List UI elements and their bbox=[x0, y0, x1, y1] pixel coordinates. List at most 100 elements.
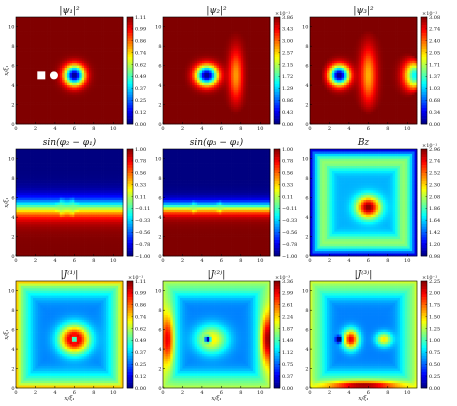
heatmap-cell bbox=[235, 19, 239, 23]
heatmap-cell bbox=[177, 89, 181, 93]
heatmap-cell bbox=[243, 63, 247, 66]
heatmap-cell bbox=[118, 119, 121, 122]
heatmap-cell bbox=[387, 19, 391, 23]
heatmap-cell bbox=[199, 114, 203, 118]
colorbar-step bbox=[127, 59, 133, 63]
heatmap-cell bbox=[180, 87, 183, 91]
heatmap-cell bbox=[385, 29, 389, 32]
heatmap-cell bbox=[16, 51, 19, 54]
heatmap-cell bbox=[23, 72, 27, 76]
heatmap-cell bbox=[93, 58, 97, 62]
heatmap-cell bbox=[98, 38, 102, 42]
heatmap-cell bbox=[341, 53, 345, 57]
heatmap-cell bbox=[235, 77, 239, 81]
heatmap-cell bbox=[206, 121, 210, 125]
heatmap-cell bbox=[180, 97, 183, 101]
heatmap-cell bbox=[250, 97, 254, 101]
heatmap-cell bbox=[177, 60, 181, 64]
heatmap-cell bbox=[204, 26, 208, 30]
heatmap-cell bbox=[74, 51, 78, 54]
heatmap-cell bbox=[86, 85, 90, 88]
x-tick-label: 4 bbox=[200, 126, 203, 132]
heatmap-cell bbox=[192, 19, 195, 23]
heatmap-cell bbox=[110, 19, 114, 23]
heatmap-cell bbox=[189, 34, 193, 37]
heatmap-cell bbox=[250, 80, 254, 84]
heatmap-cell bbox=[363, 63, 367, 66]
heatmap-cell bbox=[218, 99, 222, 103]
heatmap-cell bbox=[387, 34, 391, 37]
heatmap-cell bbox=[365, 65, 369, 69]
heatmap-cell bbox=[45, 38, 48, 42]
heatmap-cell bbox=[16, 82, 19, 86]
heatmap-cell bbox=[399, 46, 403, 49]
heatmap-cell bbox=[243, 92, 247, 96]
heatmap-cell bbox=[184, 46, 188, 49]
heatmap-cell bbox=[74, 97, 78, 101]
heatmap-cell bbox=[370, 41, 374, 45]
heatmap-cell bbox=[108, 85, 112, 88]
heatmap-cell bbox=[361, 24, 364, 28]
heatmap-cell bbox=[231, 46, 234, 49]
heatmap-cell bbox=[339, 53, 342, 57]
heatmap-cell bbox=[118, 87, 121, 91]
heatmap-cell bbox=[62, 85, 65, 88]
heatmap-cell bbox=[192, 41, 195, 45]
heatmap-cell bbox=[353, 63, 357, 66]
heatmap-cell bbox=[64, 114, 68, 118]
heatmap-cell bbox=[409, 51, 413, 54]
heatmap-cell bbox=[57, 55, 61, 59]
heatmap-cell bbox=[243, 46, 247, 49]
heatmap-cell bbox=[37, 82, 41, 86]
heatmap-cell bbox=[189, 72, 193, 76]
heatmap-cell bbox=[378, 63, 381, 66]
heatmap-cell bbox=[197, 46, 200, 49]
heatmap-cell bbox=[18, 53, 22, 57]
heatmap-cell bbox=[187, 26, 191, 30]
heatmap-cell bbox=[218, 26, 222, 30]
heatmap-cell bbox=[216, 43, 220, 47]
heatmap-cell bbox=[250, 31, 254, 35]
heatmap-cell bbox=[245, 104, 249, 108]
heatmap-cell bbox=[182, 43, 186, 47]
heatmap-cell bbox=[206, 106, 210, 110]
heatmap-cell bbox=[262, 60, 266, 64]
heatmap-cell bbox=[387, 51, 391, 54]
heatmap-cell bbox=[52, 41, 56, 45]
heatmap-cell bbox=[30, 75, 34, 79]
heatmap-cell bbox=[365, 43, 369, 47]
heatmap-cell bbox=[28, 38, 31, 42]
heatmap-cell bbox=[250, 63, 254, 66]
heatmap-cell bbox=[67, 104, 70, 108]
heatmap-cell bbox=[226, 38, 230, 42]
heatmap-cell bbox=[243, 85, 247, 88]
heatmap-cell bbox=[231, 80, 234, 84]
heatmap-cell bbox=[76, 121, 80, 125]
heatmap-cell bbox=[231, 119, 234, 122]
heatmap-cell bbox=[57, 34, 61, 37]
heatmap-cell bbox=[319, 55, 323, 59]
heatmap-cell bbox=[310, 31, 313, 35]
heatmap-cell bbox=[69, 21, 73, 25]
heatmap-cell bbox=[409, 48, 413, 52]
heatmap-cell bbox=[93, 82, 97, 86]
heatmap-cell bbox=[402, 31, 406, 35]
heatmap-cell bbox=[235, 92, 239, 96]
heatmap-cell bbox=[18, 94, 22, 98]
heatmap-cell bbox=[54, 106, 58, 110]
heatmap-cell bbox=[240, 53, 244, 57]
heatmap-cell bbox=[170, 102, 174, 105]
heatmap-cell bbox=[93, 102, 97, 105]
x-tick-label: 8 bbox=[92, 126, 95, 132]
heatmap-cell bbox=[45, 104, 48, 108]
heatmap-cell bbox=[113, 77, 117, 81]
heatmap-cell bbox=[103, 68, 107, 71]
heatmap-cell bbox=[221, 63, 225, 66]
heatmap-cell bbox=[255, 82, 259, 86]
heatmap-cell bbox=[170, 89, 174, 93]
heatmap-cell bbox=[243, 94, 247, 98]
heatmap-cell bbox=[248, 55, 251, 59]
heatmap-cell bbox=[409, 21, 413, 25]
heatmap-cell bbox=[54, 114, 58, 118]
